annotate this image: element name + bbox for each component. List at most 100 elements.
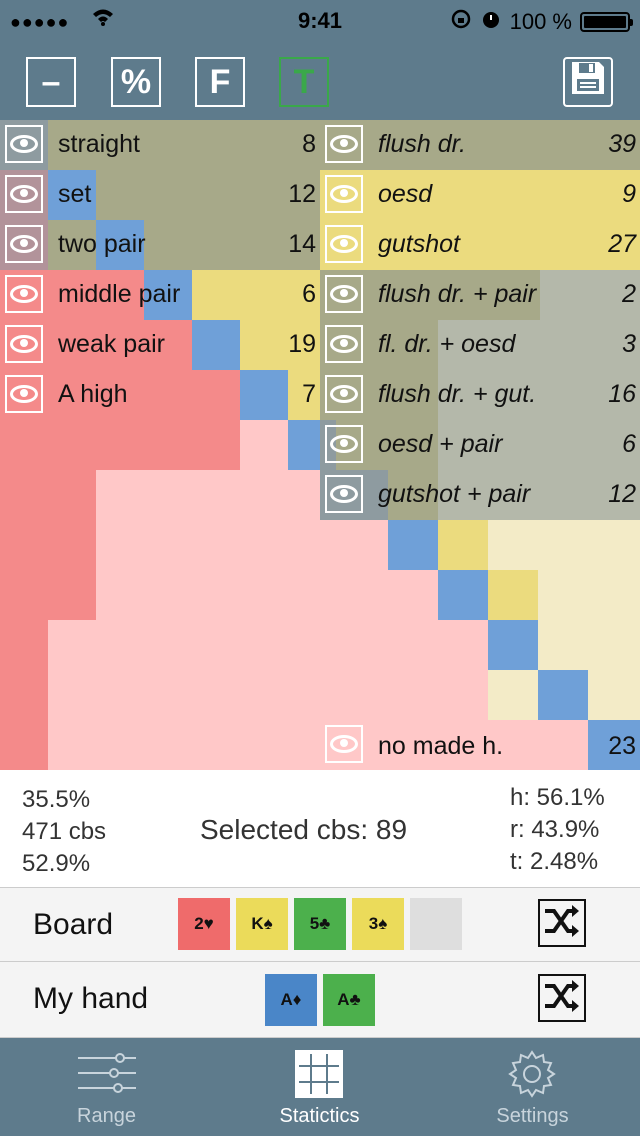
shuffle-icon	[542, 976, 582, 1021]
matrix-cell	[240, 370, 288, 420]
minus-button[interactable]: –	[26, 57, 76, 107]
board-card[interactable]: 3♠	[352, 898, 404, 950]
matrix-cell	[192, 320, 240, 370]
made-hand-count: 7	[302, 380, 316, 408]
no-made-hand-label: no made h.	[378, 732, 504, 760]
matrix-cell	[438, 520, 488, 570]
made-hand-label: A high	[58, 380, 128, 408]
board-card[interactable]: 2♥	[178, 898, 230, 950]
eye-icon[interactable]	[5, 375, 43, 413]
tab-settings[interactable]: Settings	[426, 1038, 639, 1136]
matrix-cell	[192, 270, 320, 320]
matrix-cell	[288, 370, 320, 420]
eye-icon[interactable]	[325, 725, 363, 763]
matrix-cell	[240, 420, 288, 470]
tab-range[interactable]: Range	[0, 1038, 213, 1136]
draw-count: 12	[608, 480, 636, 508]
eye-icon[interactable]	[5, 325, 43, 363]
draw-label: oesd	[378, 180, 433, 208]
tab-bar: Range Statictics Settings	[0, 1038, 640, 1136]
grid-icon	[295, 1050, 343, 1103]
board-card-empty[interactable]	[410, 898, 462, 950]
matrix-cell	[438, 570, 488, 620]
matrix-cell	[48, 620, 96, 770]
matrix-cell	[438, 320, 640, 520]
rotation-lock-icon	[450, 8, 472, 36]
stat-percent-1: 35.5%	[22, 786, 91, 813]
matrix-cell	[96, 220, 144, 270]
tab-statistics-label: Statictics	[279, 1105, 360, 1127]
battery-icon	[580, 12, 633, 32]
floppy-disk-icon	[569, 59, 607, 106]
board-card[interactable]: K♠	[236, 898, 288, 950]
stat-percent-2: 52.9%	[22, 850, 91, 877]
board-row: Board 2♥ K♠ 5♣ 3♠	[0, 888, 640, 962]
matrix-cell	[96, 470, 144, 770]
toolbar: – % F T	[0, 40, 640, 120]
draw-label: flush dr.	[378, 130, 467, 158]
selected-cbs: Selected cbs: 89	[200, 814, 408, 845]
sliders-icon	[78, 1050, 136, 1101]
matrix-cell	[488, 570, 538, 620]
shuffle-icon	[542, 901, 582, 946]
board-card[interactable]: 5♣	[294, 898, 346, 950]
eye-icon[interactable]	[325, 275, 363, 313]
eye-icon[interactable]	[5, 275, 43, 313]
status-bar: ●●●●● 9:41 100 %	[0, 0, 640, 40]
draw-label: fl. dr. + oesd	[378, 330, 516, 358]
made-hand-label: weak pair	[58, 330, 165, 358]
save-button[interactable]	[563, 57, 613, 107]
made-hand-label: two pair	[58, 230, 146, 258]
eye-icon[interactable]	[5, 175, 43, 213]
matrix-cell	[588, 670, 640, 720]
board-title: Board	[33, 908, 114, 941]
made-hand-count: 14	[288, 230, 316, 258]
my-hand-title: My hand	[33, 982, 149, 1015]
eye-icon[interactable]	[325, 125, 363, 163]
matrix-cell	[388, 520, 438, 570]
draw-count: 16	[608, 380, 636, 408]
eye-icon[interactable]	[325, 225, 363, 263]
draw-label: flush dr. + pair	[378, 280, 537, 308]
stats-panel: 35.5% 471 cbs 52.9% Selected cbs: 89 h: …	[0, 770, 640, 888]
gear-icon	[506, 1048, 558, 1105]
my-hand-row: My hand A♦ A♣	[0, 962, 640, 1038]
matrix-cell	[144, 270, 192, 320]
eye-icon[interactable]	[325, 425, 363, 463]
made-hand-label: middle pair	[58, 280, 181, 308]
no-made-hand-count: 23	[608, 732, 636, 760]
eye-icon[interactable]	[5, 125, 43, 163]
t-button[interactable]: T	[279, 57, 329, 107]
hand-shuffle-button[interactable]	[538, 974, 586, 1022]
hand-card[interactable]: A♦	[265, 974, 317, 1026]
eye-icon[interactable]	[325, 175, 363, 213]
eye-icon[interactable]	[325, 375, 363, 413]
draw-label: gutshot	[378, 230, 461, 258]
board-shuffle-button[interactable]	[538, 899, 586, 947]
matrix-cell	[488, 620, 538, 670]
draw-count: 39	[608, 130, 636, 158]
eye-icon[interactable]	[325, 475, 363, 513]
f-button[interactable]: F	[195, 57, 245, 107]
made-hand-count: 12	[288, 180, 316, 208]
matrix-cell	[540, 270, 640, 320]
matrix-cell	[588, 720, 640, 770]
alarm-icon	[480, 8, 502, 36]
matrix-cell	[320, 170, 640, 270]
tab-settings-label: Settings	[496, 1105, 569, 1127]
eye-icon[interactable]	[325, 325, 363, 363]
wifi-icon	[92, 8, 114, 32]
hand-matrix[interactable]: straight 8 set 12 two pair 14 middle pai…	[0, 120, 640, 770]
hand-card[interactable]: A♣	[323, 974, 375, 1026]
tab-statistics[interactable]: Statictics	[213, 1038, 426, 1136]
eye-icon[interactable]	[5, 225, 43, 263]
made-hand-count: 19	[288, 330, 316, 358]
matrix-cell	[538, 670, 588, 720]
draw-count: 3	[622, 330, 636, 358]
percent-button[interactable]: %	[111, 57, 161, 107]
matrix-cell	[240, 320, 320, 370]
matrix-cell	[320, 120, 640, 170]
made-hand-count: 6	[302, 280, 316, 308]
battery-percent: 100 %	[509, 9, 572, 34]
clock: 9:41	[297, 8, 343, 33]
